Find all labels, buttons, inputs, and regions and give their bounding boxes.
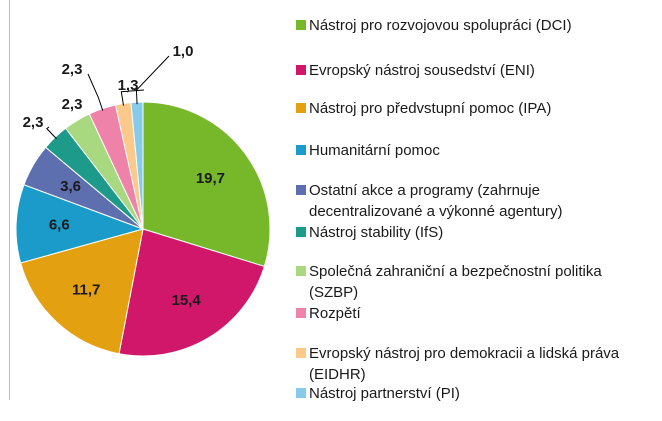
legend-swatch — [296, 266, 306, 276]
legend-swatch — [296, 308, 306, 318]
legend-entry: Humanitární pomoc — [296, 140, 654, 161]
pie-slice — [118, 228, 265, 357]
legend-entry: Nástroj pro předvstupní pomoc (IPA) — [296, 98, 654, 119]
legend-entry: Společná zahraniční a bezpečnostní polit… — [296, 261, 654, 303]
legend-entry: Evropský nástroj pro demokracii a lidská… — [296, 343, 654, 385]
legend-label: Nástroj pro předvstupní pomoc (IPA) — [309, 100, 552, 117]
data-label: 19,7 — [196, 170, 225, 187]
pie-slice — [142, 101, 271, 268]
legend-swatch — [296, 185, 306, 195]
leader-line — [87, 73, 104, 111]
legend-swatch — [296, 103, 306, 113]
data-label: 15,4 — [172, 292, 202, 309]
legend-label: Nástroj pro rozvojovou spolupráci (DCI) — [309, 17, 572, 34]
legend-swatch — [296, 20, 306, 30]
data-label: 1,0 — [173, 43, 194, 60]
legend-entry: Rozpětí — [296, 303, 654, 324]
data-label: 2,3 — [62, 96, 83, 113]
legend-entry: Nástroj pro rozvojovou spolupráci (DCI) — [296, 15, 654, 36]
legend-swatch — [296, 227, 306, 237]
legend-swatch — [296, 388, 306, 398]
legend-label: Nástroj stability (IfS) — [309, 224, 444, 241]
legend-entry: Ostatní akce a programy (zahrnuje decent… — [296, 180, 654, 222]
legend-label: Rozpětí — [309, 305, 361, 322]
data-label: 6,6 — [49, 216, 70, 233]
legend-label: Evropský nástroj pro demokracii a lidská… — [309, 345, 620, 383]
legend-entry: Evropský nástroj sousedství (ENI) — [296, 60, 654, 81]
pie-slice — [20, 228, 144, 355]
legend-swatch — [296, 145, 306, 155]
data-label: 1,3 — [118, 77, 139, 94]
legend-entry: Nástroj stability (IfS) — [296, 222, 654, 243]
leader-line — [135, 55, 170, 105]
data-label: 11,7 — [72, 282, 100, 299]
legend-label: Ostatní akce a programy (zahrnuje decent… — [309, 182, 563, 220]
legend-swatch — [296, 65, 306, 75]
legend-label: Evropský nástroj sousedství (ENI) — [309, 62, 535, 79]
legend-entry: Nástroj partnerství (PI) — [296, 383, 654, 404]
legend-label: Humanitární pomoc — [309, 142, 440, 159]
leader-line — [46, 126, 57, 140]
data-label: 3,6 — [60, 178, 81, 195]
pie-slice — [15, 184, 145, 264]
legend-label: Nástroj partnerství (PI) — [309, 385, 460, 402]
legend-swatch — [296, 348, 306, 358]
data-label: 2,3 — [23, 114, 44, 131]
data-label: 2,3 — [62, 61, 83, 78]
legend-label: Společná zahraniční a bezpečnostní polit… — [309, 263, 602, 301]
